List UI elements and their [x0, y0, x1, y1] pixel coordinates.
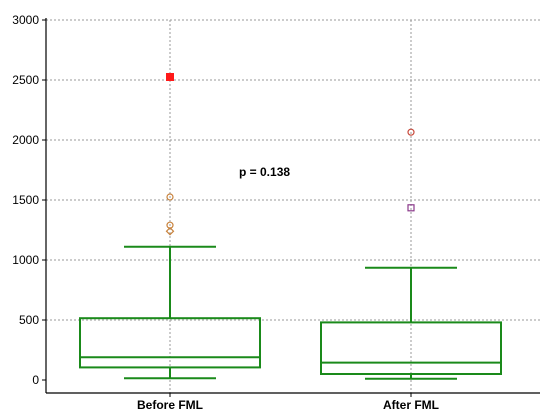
y-tick-label-1500: 1500 [12, 193, 39, 207]
outlier-1-3 [166, 193, 174, 201]
y-tick-label-2500: 2500 [12, 73, 39, 87]
outlier-1-2 [166, 221, 174, 229]
box-group-1 [79, 73, 261, 380]
outlier-1-4 [166, 73, 174, 81]
iqr-box [79, 317, 261, 369]
grid-layer [46, 19, 540, 393]
x-category-label-2: After FML [383, 398, 439, 410]
p-value-annotation: p = 0.138 [239, 165, 290, 179]
x-category-label-1: Before FML [137, 398, 203, 410]
iqr-box [320, 321, 502, 375]
labels-layer: 0 500 1000 1500 2000 2500 3000 Before FML After … [12, 13, 439, 410]
boxes-layer [79, 73, 502, 380]
outlier-2-1 [407, 204, 415, 212]
outlier-1-1 [165, 226, 175, 236]
axes-layer [42, 18, 540, 397]
box-group-2 [320, 128, 502, 380]
y-tick-label-0: 0 [32, 373, 39, 387]
y-tick-label-1000: 1000 [12, 253, 39, 267]
y-tick-label-2000: 2000 [12, 133, 39, 147]
y-tick-label-3000: 3000 [12, 13, 39, 27]
y-tick-label-500: 500 [19, 313, 39, 327]
outlier-2-2 [407, 128, 415, 136]
